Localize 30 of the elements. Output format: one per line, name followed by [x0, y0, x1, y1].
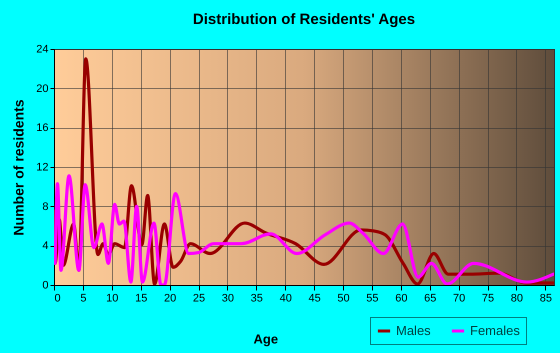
chart-title: Distribution of Residents' Ages — [192, 11, 416, 28]
x-tick-label: 40 — [280, 292, 292, 304]
x-axis-title: Age — [254, 332, 278, 346]
x-tick-label: 45 — [308, 292, 321, 304]
legend-label: Females — [470, 323, 520, 338]
x-tick-label: 65 — [424, 292, 436, 304]
x-tick-label: 35 — [250, 292, 263, 304]
y-tick-label: 12 — [36, 162, 48, 174]
y-axis-title: Number of residents — [10, 99, 26, 236]
y-tick-label: 4 — [42, 240, 48, 252]
x-tick-label: 70 — [453, 292, 466, 304]
x-tick-label: 0 — [54, 292, 61, 304]
y-tick-label: 24 — [36, 44, 48, 56]
x-tick-label: 75 — [482, 292, 494, 304]
x-tick-label: 30 — [222, 292, 234, 304]
y-tick-label: 16 — [36, 122, 48, 134]
legend-label: Males — [396, 323, 432, 338]
x-tick-label: 20 — [164, 292, 176, 304]
x-tick-label: 5 — [80, 292, 86, 304]
x-tick-label: 80 — [510, 292, 524, 304]
x-tick-label: 15 — [135, 292, 148, 304]
x-tick-label: 60 — [395, 292, 408, 304]
y-tick-label: 0 — [42, 280, 48, 292]
x-tick-label: 85 — [540, 292, 552, 304]
x-tick-label: 10 — [106, 292, 118, 304]
x-tick-label: 55 — [366, 292, 379, 304]
x-tick-label: 50 — [337, 292, 350, 304]
y-tick-label: 20 — [36, 82, 48, 95]
y-tick-label: 8 — [42, 200, 48, 213]
x-tick-label: 25 — [192, 292, 206, 304]
